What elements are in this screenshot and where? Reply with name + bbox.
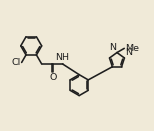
Text: Me: Me [125,44,139,53]
Text: N: N [125,48,132,57]
Text: NH: NH [56,53,70,62]
Text: N: N [109,43,116,52]
Text: Cl: Cl [12,58,21,67]
Text: O: O [49,73,56,82]
